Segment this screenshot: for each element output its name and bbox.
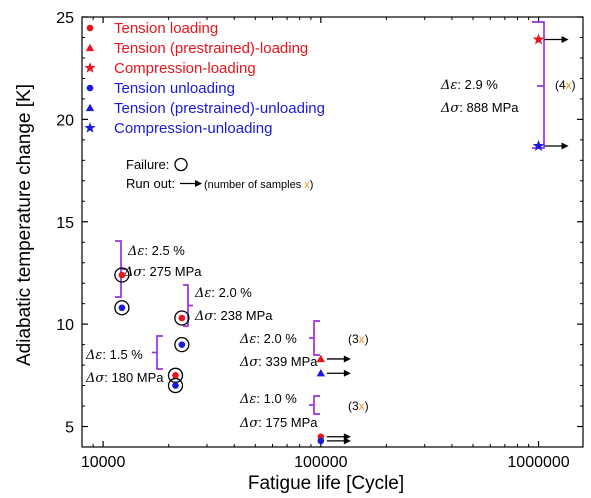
legend-item: Tension (prestrained)-loading [85,40,308,57]
samples-count: (4x) [555,78,576,92]
legend-label: Tension unloading [114,80,235,97]
point-marker [172,372,179,379]
group-annotation: Δε: 2.0 % Δσ: 339 MPa (3x) [239,320,369,370]
group-annotation: Δε: 2.9 % Δσ: 888 MPa (4x) [440,21,576,149]
legend-marker [84,62,96,73]
x-tick-label: 100000 [294,454,347,471]
group-annotation: Δε: 1.5 % Δσ: 180 MPa [85,335,164,386]
group-annotation: Δε: 2.0 % Δσ: 238 MPa [183,284,273,327]
legend-marker [86,84,94,92]
y-axis-label: Adiabatic temperature change [K] [14,84,35,366]
group-annotations: Δε: 2.5 % Δσ: 275 MPa Δε: 2.0 % Δσ: 238 MPa… [85,21,576,431]
group-annotation: Δε: 1.0 % Δσ: 175 MPa (3x) [239,391,369,431]
y-tick-label: 10 [56,317,74,334]
legend-label: Tension loading [114,20,218,37]
samples-count: (3x) [348,399,369,413]
data-point [174,336,190,353]
strain-label: Δε: 1.5 % [85,347,143,363]
group-bracket [309,395,320,415]
y-tick-label: 15 [56,215,74,232]
x-axis-label: Fatigue life [Cycle] [248,473,404,494]
point-marker [316,354,326,363]
legend-item: Tension unloading [86,80,235,97]
group-bracket [183,284,193,327]
data-point [167,377,184,394]
samples-count: (3x) [348,332,369,346]
strain-label: Δε: 1.0 % [239,391,297,407]
y-tick-label: 5 [65,420,74,437]
legend-item: Compression-unloading [84,120,272,137]
group-bracket [152,335,163,370]
legend-item: Tension loading [86,20,218,37]
legend-item: Tension (prestrained)-unloading [85,100,325,117]
group-bracket [309,320,320,356]
failure-key-circle [174,157,188,172]
legend-label: Compression-loading [114,60,256,77]
legend-label: Tension (prestrained)-unloading [114,100,325,117]
data-point [114,300,130,316]
y-tick-label: 25 [56,10,74,27]
symbol-key: Failure: Run out: (number of samples x) [126,157,313,191]
legend-marker [86,24,94,32]
failure-key-label: Failure: [126,157,169,172]
failure-ring [114,300,130,316]
legend-item: Compression-loading [84,60,256,77]
point-marker [316,369,326,377]
y-tick-label: 20 [56,112,74,129]
point-marker [118,271,126,279]
legend-marker [84,122,96,133]
legend-marker [85,43,95,52]
stress-label: Δσ: 275 MPa [123,264,202,280]
strain-label: Δε: 2.9 % [440,77,498,93]
stress-label: Δσ: 888 MPa [440,100,519,116]
point-marker [178,341,186,348]
point-marker [118,304,126,312]
data-point [174,310,190,326]
failure-ring [174,310,190,326]
data-point [316,369,351,377]
strain-label: Δε: 2.5 % [127,243,185,259]
runout-arrow [326,369,351,377]
stress-label: Δσ: 175 MPa [239,415,318,431]
x-tick-label: 10000 [81,454,126,471]
runout-arrow [544,36,569,44]
runout-arrow [326,355,351,363]
data-point [532,139,569,151]
failure-ring [174,336,190,353]
samples-key-label: (number of samples x) [204,179,313,191]
group-annotation: Δε: 2.5 % Δσ: 275 MPa [115,240,202,298]
data-point [316,354,351,363]
plot-axes [81,16,584,448]
point-marker [532,33,545,45]
data-point [114,267,130,283]
plot-frame [81,16,584,448]
failure-ring [114,267,130,283]
strain-label: Δε: 2.0 % [239,331,297,347]
point-marker [172,382,179,389]
stress-label: Δσ: 180 MPa [85,370,164,386]
data-point [532,33,569,45]
stress-label: Δσ: 238 MPa [194,308,273,324]
point-marker [532,139,545,151]
stress-label: Δσ: 339 MPa [239,354,318,370]
legend: Tension loading Tension (prestrained)-loa… [84,20,325,137]
legend-marker [85,103,95,112]
runout-key-label: Run out: [126,176,175,191]
point-marker [317,437,325,445]
failure-ring [167,377,184,394]
data-points [114,33,569,445]
runout-arrow [544,142,569,150]
data-point [317,437,351,445]
point-marker [178,314,186,322]
runout-arrow [326,437,351,445]
axis-ticks: 5 10 15 20 25 10000 100000 1000000 [56,10,583,471]
runout-key-arrow [180,180,202,187]
x-tick-label: 1000000 [507,454,569,471]
legend-label: Tension (prestrained)-loading [114,40,308,57]
strain-label: Δε: 2.0 % [194,285,252,301]
legend-label: Compression-unloading [114,120,272,137]
